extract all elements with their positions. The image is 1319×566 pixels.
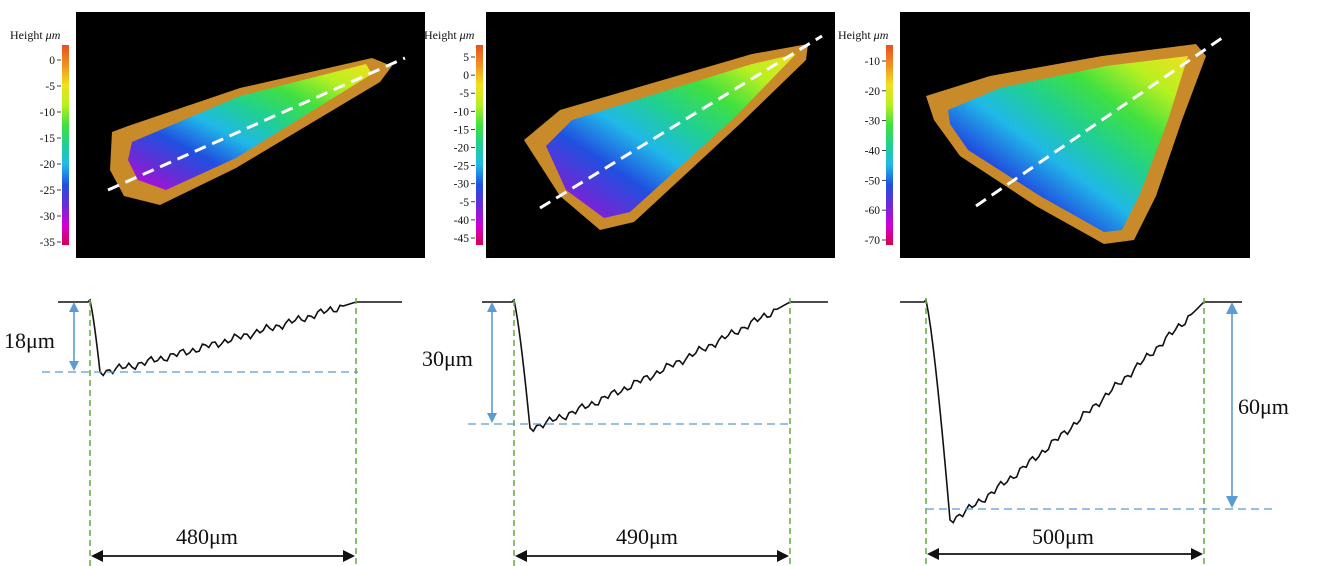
colorbar-tick-label: -45 xyxy=(454,233,470,245)
colorbar-tick-label: -70 xyxy=(865,235,881,247)
depth-arrow-head-top xyxy=(487,302,497,312)
colorbar-tick-label: -30 xyxy=(40,211,56,223)
depth-label: 18μm xyxy=(4,328,55,353)
colorbar-title: Height μm xyxy=(838,28,889,42)
panel-3: Height μm -10 -20 -30 -40 -50 -60 -70 60μm 500… xyxy=(838,12,1289,566)
colorbar-tick-label: -35 xyxy=(40,237,56,249)
colorbar-tick-label: -5 xyxy=(459,197,469,209)
width-arrow-head-right xyxy=(1191,548,1203,560)
depth-arrow-head-bottom xyxy=(69,361,79,371)
profile-1: 18μm 480μm xyxy=(4,298,402,566)
colorbar-strip xyxy=(476,45,483,245)
scan-line xyxy=(975,36,1223,208)
colorbar-title: Height μm xyxy=(424,28,475,42)
colorbar-tick-label: -20 xyxy=(865,86,881,98)
colorbar-tick-label: 0 xyxy=(49,55,55,67)
width-label: 500μm xyxy=(1032,524,1094,549)
width-arrow-head-left xyxy=(91,550,103,562)
colorbar-tick-label: -40 xyxy=(865,146,881,158)
panel-2: Height μm 5 0 -5 -10 -15 -20 -25 -30 -5 -40 -45 30… xyxy=(422,12,835,566)
surface-map-3 xyxy=(900,12,1250,258)
width-arrow-head-right xyxy=(777,550,789,562)
colorbar-tick-label: -30 xyxy=(454,179,470,191)
colorbar-tick-label: -60 xyxy=(865,205,881,217)
profile-curve xyxy=(58,298,402,377)
depth-arrow-head-bottom xyxy=(487,413,497,423)
width-arrow-head-left xyxy=(515,550,527,562)
pit-floor xyxy=(948,56,1188,232)
colorbar-3: Height μm -10 -20 -30 -40 -50 -60 -70 xyxy=(838,28,893,247)
pit-floor xyxy=(546,54,796,218)
width-arrow-head-left xyxy=(927,548,939,560)
colorbar-tick-label: -40 xyxy=(454,215,470,227)
colorbar-2: Height μm 5 0 -5 -10 -15 -20 -25 -30 -5 -40 -45 xyxy=(424,28,483,245)
colorbar-tick-label: -5 xyxy=(459,88,469,100)
width-label: 480μm xyxy=(176,524,238,549)
colorbar-tick-label: -15 xyxy=(454,124,470,136)
colorbar-strip xyxy=(886,45,893,245)
depth-arrow-head-top xyxy=(1226,302,1238,314)
colorbar-tick-label: -30 xyxy=(865,116,881,128)
depth-label: 30μm xyxy=(422,346,473,371)
colorbar-strip xyxy=(62,45,69,245)
surface-map-1 xyxy=(76,12,425,258)
depth-arrow-head-bottom xyxy=(1226,496,1238,508)
colorbar-tick-label: -50 xyxy=(865,175,881,187)
scan-line xyxy=(539,34,823,210)
profile-curve xyxy=(482,298,828,433)
profile-curve xyxy=(900,298,1242,524)
colorbar-tick-label: -25 xyxy=(40,185,56,197)
panel-1: Height μm 0 -5 -10 -15 -20 -25 -30 -35 18μm 480… xyxy=(4,12,425,566)
colorbar-tick-label: -10 xyxy=(40,107,56,119)
surface-map-2 xyxy=(486,12,835,258)
width-arrow-head-right xyxy=(343,550,355,562)
colorbar-tick-label: -10 xyxy=(865,56,881,68)
scan-line xyxy=(107,56,406,192)
depth-arrow-head-top xyxy=(69,302,79,312)
profile-3: 60μm 500μm xyxy=(900,298,1289,566)
profile-2: 30μm 490μm xyxy=(422,298,828,566)
colorbar-tick-label: -20 xyxy=(40,159,56,171)
colorbar-tick-label: -10 xyxy=(454,106,470,118)
colorbar-title: Height μm xyxy=(10,28,61,42)
colorbar-tick-label: 5 xyxy=(463,52,469,64)
colorbar-1: Height μm 0 -5 -10 -15 -20 -25 -30 -35 xyxy=(10,28,69,249)
colorbar-tick-label: -20 xyxy=(454,143,470,155)
width-label: 490μm xyxy=(616,524,678,549)
colorbar-tick-label: 0 xyxy=(463,70,469,82)
colorbar-tick-label: -15 xyxy=(40,133,56,145)
depth-label: 60μm xyxy=(1238,394,1289,419)
colorbar-tick-label: -25 xyxy=(454,161,470,173)
colorbar-tick-label: -5 xyxy=(45,81,55,93)
